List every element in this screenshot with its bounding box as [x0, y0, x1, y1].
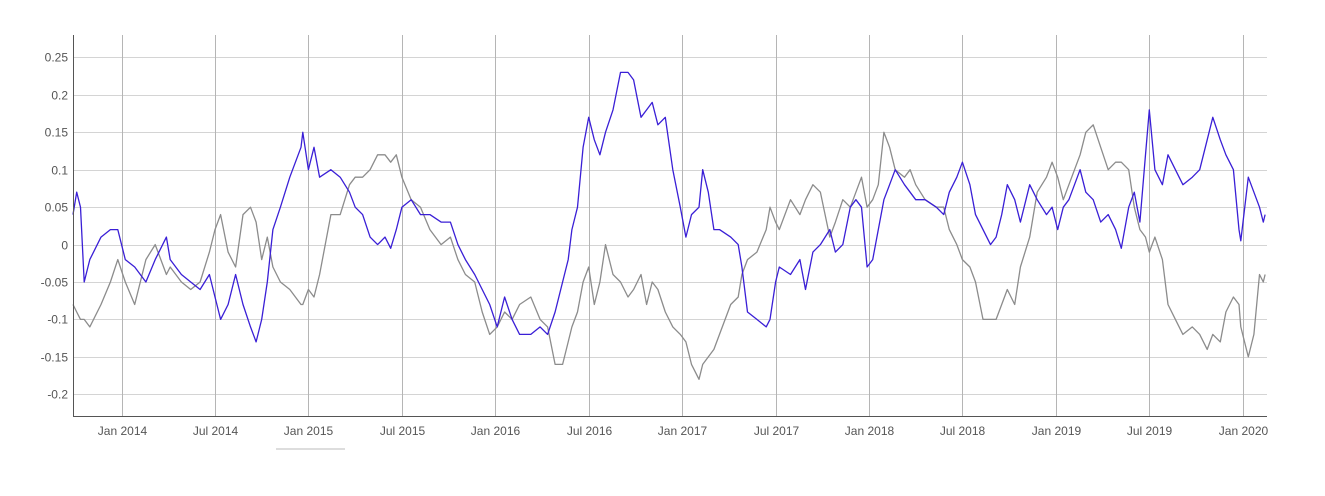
x-tick-label: Jul 2017 [754, 424, 800, 438]
y-tick-label: -0.05 [41, 276, 69, 290]
x-tick-label: Jan 2019 [1032, 424, 1082, 438]
blue-series-line [72, 71, 1266, 343]
series-lines [72, 71, 1266, 380]
y-tick-label: 0.05 [45, 201, 69, 215]
gridlines [73, 35, 1267, 416]
x-tick-label: Jan 2015 [284, 424, 334, 438]
y-tick-label: -0.15 [41, 351, 69, 365]
x-tick-label: Jan 2018 [845, 424, 895, 438]
y-tick-label: -0.1 [47, 313, 68, 327]
y-tick-label: 0.25 [45, 51, 69, 65]
y-tick-label: 0.15 [45, 126, 69, 140]
x-tick-label: Jul 2015 [380, 424, 426, 438]
y-tick-label: 0.1 [51, 164, 68, 178]
x-tick-label: Jul 2016 [567, 424, 613, 438]
gray-series-line [72, 124, 1266, 380]
x-tick-label: Jul 2014 [193, 424, 239, 438]
y-tick-label: -0.2 [47, 388, 68, 402]
x-tick-label: Jan 2020 [1219, 424, 1269, 438]
y-tick-label: 0 [61, 239, 68, 253]
x-tick-label: Jul 2019 [1127, 424, 1173, 438]
y-axis-ticks: 0.25 0.2 0.15 0.1 0.05 0 -0.05 -0.1 -0.15 -0.2 [41, 51, 69, 402]
y-tick-label: 0.2 [51, 89, 68, 103]
x-tick-label: Jan 2017 [658, 424, 708, 438]
x-tick-label: Jan 2016 [471, 424, 521, 438]
x-tick-label: Jul 2018 [940, 424, 986, 438]
x-axis-ticks: Jan 2014 Jul 2014 Jan 2015 Jul 2015 Jan 2016… [98, 424, 1269, 438]
x-tick-label: Jan 2014 [98, 424, 148, 438]
